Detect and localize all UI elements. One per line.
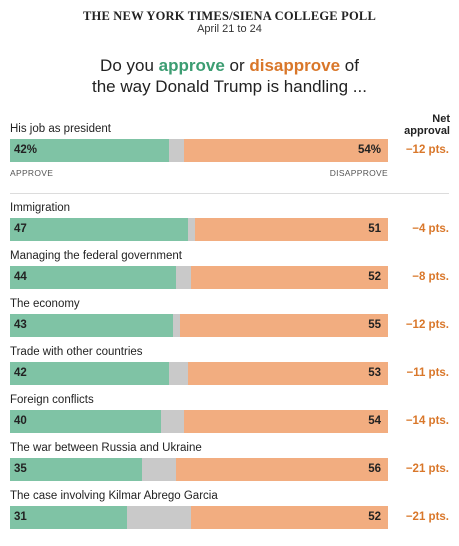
approve-segment xyxy=(10,362,169,385)
question-or-word: or xyxy=(224,56,250,75)
section-divider xyxy=(10,193,449,194)
chart-row: The case involving Kilmar Abrego Garcia 3… xyxy=(0,490,459,534)
approve-segment xyxy=(10,506,128,529)
chart-title-line1: Do you approve or disapprove of xyxy=(0,55,459,76)
poll-title: THE NEW YORK TIMES/SIENA COLLEGE POLL xyxy=(82,9,376,23)
disapprove-segment xyxy=(180,314,388,337)
disapprove-value-label: 56 xyxy=(368,463,381,475)
net-approval-value: −12 pts. xyxy=(405,319,449,331)
net-approval-value: −4 pts. xyxy=(412,223,449,235)
disapprove-value-label: 55 xyxy=(368,319,381,331)
question-disapprove-word: disapprove xyxy=(249,56,341,75)
net-approval-value: −12 pts. xyxy=(405,144,449,156)
approval-bar: 47 51 xyxy=(10,218,388,241)
approve-segment xyxy=(10,458,143,481)
chart-row: The war between Russia and Ukraine 35 56 −2… xyxy=(0,442,459,486)
net-approval-value: −14 pts. xyxy=(405,415,449,427)
net-approval-value: −11 pts. xyxy=(406,367,449,379)
disapprove-value-label: 51 xyxy=(368,223,381,235)
approve-value-label: 42% xyxy=(14,144,38,156)
disapprove-value-label: 54% xyxy=(357,144,381,156)
row-label: The case involving Kilmar Abrego Garcia xyxy=(10,490,218,502)
approval-bar: 42% 54% xyxy=(10,139,388,162)
disapprove-segment xyxy=(187,362,388,385)
approval-bar: 35 56 xyxy=(10,458,388,481)
approve-value-label: 47 xyxy=(14,223,27,235)
approve-segment xyxy=(10,139,169,162)
disapprove-segment xyxy=(176,458,388,481)
approve-value-label: 42 xyxy=(14,367,27,379)
row-label: Managing the federal government xyxy=(10,250,182,262)
no-opinion-segment xyxy=(176,266,192,289)
approval-bar: 40 54 xyxy=(10,410,388,433)
net-approval-value: −8 pts. xyxy=(412,271,449,283)
disapprove-value-label: 54 xyxy=(368,415,381,427)
disapprove-segment xyxy=(191,506,388,529)
approval-bar: 44 52 xyxy=(10,266,388,289)
approve-segment xyxy=(10,266,177,289)
disapprove-segment xyxy=(195,218,388,241)
row-label: Trade with other countries xyxy=(10,346,143,358)
no-opinion-segment xyxy=(127,506,192,529)
chart-row: Foreign conflicts 40 54 −14 pts. xyxy=(0,394,459,438)
chart-row: Immigration 47 51 −4 pts. xyxy=(0,202,459,246)
no-opinion-segment xyxy=(168,139,184,162)
approval-bar: 31 52 xyxy=(10,506,388,529)
no-opinion-segment xyxy=(168,362,188,385)
row-label: Foreign conflicts xyxy=(10,394,94,406)
approve-value-label: 44 xyxy=(14,271,27,283)
legend-disapprove: DISAPPROVE xyxy=(329,168,388,178)
approval-bar: 42 53 xyxy=(10,362,388,385)
disapprove-value-label: 52 xyxy=(368,511,381,523)
disapprove-value-label: 52 xyxy=(368,271,381,283)
row-label: The economy xyxy=(10,298,80,310)
row-label: The war between Russia and Ukraine xyxy=(10,442,202,454)
question-of-word: of xyxy=(340,56,359,75)
no-opinion-segment xyxy=(161,410,184,433)
chart-row: Managing the federal government 44 52 −8 pt… xyxy=(0,250,459,294)
row-label: Immigration xyxy=(10,202,71,214)
chart-row: Trade with other countries 42 53 −11 pts. xyxy=(0,346,459,390)
row-label: His job as president xyxy=(10,123,111,135)
approval-bar: 43 55 xyxy=(10,314,388,337)
approve-value-label: 40 xyxy=(14,415,27,427)
net-approval-value: −21 pts. xyxy=(405,511,449,523)
disapprove-value-label: 53 xyxy=(368,367,381,379)
approve-segment xyxy=(10,410,162,433)
disapprove-segment xyxy=(183,139,388,162)
disapprove-segment xyxy=(183,410,388,433)
no-opinion-segment xyxy=(172,314,181,337)
poll-date: April 21 to 24 xyxy=(197,23,262,35)
chart-title-line2: the way Donald Trump is handling ... xyxy=(92,77,367,96)
approve-segment xyxy=(10,218,188,241)
disapprove-segment xyxy=(191,266,388,289)
no-opinion-segment xyxy=(142,458,177,481)
approve-segment xyxy=(10,314,173,337)
net-approval-value: −21 pts. xyxy=(405,463,449,475)
legend-approve: APPROVE xyxy=(10,168,54,178)
approve-value-label: 35 xyxy=(14,463,27,475)
question-text-start: Do you xyxy=(100,56,159,75)
net-approval-header: Net approval xyxy=(404,113,450,137)
no-opinion-segment xyxy=(187,218,196,241)
chart-row: His job as president 42% 54% −12 pts. xyxy=(0,123,459,167)
approve-value-label: 31 xyxy=(14,511,27,523)
question-approve-word: approve xyxy=(158,56,225,75)
chart-row: The economy 43 55 −12 pts. xyxy=(0,298,459,342)
approve-value-label: 43 xyxy=(14,319,27,331)
